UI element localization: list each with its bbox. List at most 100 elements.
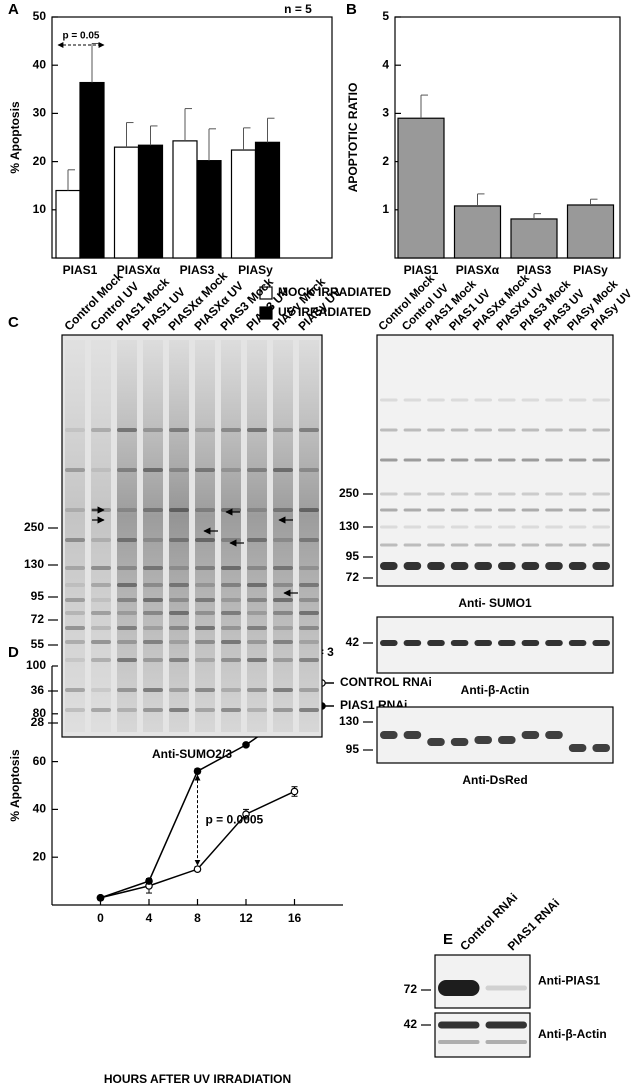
marker-label: 95 — [31, 589, 45, 603]
blot-band — [117, 566, 137, 570]
legend-swatch — [259, 306, 273, 320]
blot-band — [380, 543, 398, 547]
blot-band — [143, 566, 163, 570]
blot-band — [143, 708, 163, 712]
blot-band — [592, 744, 610, 752]
blot-band — [498, 492, 516, 496]
blot-band — [195, 640, 215, 644]
blot-band — [450, 640, 469, 646]
blot-band — [221, 428, 241, 432]
blot-band — [169, 598, 189, 602]
y-tick-label: 20 — [33, 849, 47, 863]
blot-band — [427, 562, 445, 570]
legend-swatch — [259, 286, 273, 300]
blot-band — [195, 583, 215, 587]
blot-band — [91, 611, 111, 615]
marker-label: 42 — [346, 635, 360, 649]
blot-band — [65, 468, 85, 472]
blot-band — [169, 468, 189, 472]
blot-band — [521, 492, 540, 496]
blot-band — [221, 640, 241, 644]
blot-band — [450, 398, 469, 402]
blot-band — [521, 640, 540, 646]
blot-band — [592, 543, 610, 547]
legend-label: CONTROL RNAi — [340, 675, 432, 689]
annotation: n = 5 — [284, 2, 312, 16]
blot-band — [247, 640, 267, 644]
marker-label: 36 — [31, 683, 45, 697]
blot-band — [498, 640, 516, 646]
blot-band — [485, 1040, 527, 1044]
y-tick-label: 50 — [33, 9, 47, 23]
blot-band — [273, 508, 293, 512]
blot-band — [273, 428, 293, 432]
blot-band — [450, 428, 469, 432]
blot — [434, 1012, 531, 1058]
blot-band — [545, 562, 563, 570]
blot-band — [427, 508, 445, 512]
data-point — [145, 877, 153, 885]
bar — [453, 205, 502, 259]
y-tick-label: 60 — [33, 754, 47, 768]
blot-band — [65, 640, 85, 644]
x-tick-label: PIASy — [238, 263, 273, 277]
blot-band — [195, 566, 215, 570]
blot-band — [568, 640, 587, 646]
legend-label: MOCK IRRADIATED — [278, 285, 391, 299]
blot-band — [545, 731, 563, 739]
blot-band — [143, 626, 163, 630]
y-tick-label: 100 — [26, 658, 46, 672]
blot-band — [299, 508, 319, 512]
blot-band — [65, 428, 85, 432]
blot-band — [247, 583, 267, 587]
y-axis-title: % Apoptosis — [8, 749, 22, 822]
blot-band — [65, 508, 85, 512]
legend-label: UV IRRADIATED — [278, 305, 371, 319]
blot-band — [221, 538, 241, 542]
blot-band — [450, 562, 469, 570]
blot-band — [117, 640, 137, 644]
data-point — [242, 741, 250, 749]
y-tick-label: 20 — [33, 154, 47, 168]
blot-band — [143, 611, 163, 615]
blot-band — [273, 708, 293, 712]
blot-band — [247, 626, 267, 630]
blot-band — [380, 398, 398, 402]
blot-smear — [143, 340, 163, 732]
blot-band — [545, 492, 563, 496]
panel-label: C — [8, 314, 19, 331]
blot-band — [143, 428, 163, 432]
p-value: p = 0.0005 — [206, 812, 264, 826]
plot-frame — [394, 16, 621, 259]
blot-band — [169, 658, 189, 662]
blot-band — [592, 508, 610, 512]
panel-label: E — [443, 931, 453, 948]
blot-band — [299, 688, 319, 692]
marker-label: 130 — [339, 519, 359, 533]
blot-band — [221, 688, 241, 692]
blot-band — [273, 658, 293, 662]
blot-band — [221, 598, 241, 602]
blot-band — [521, 508, 540, 512]
x-tick-label: PIASXα — [117, 263, 161, 277]
bar — [510, 218, 558, 259]
blot-band — [592, 562, 610, 570]
blot-band — [592, 428, 610, 432]
blot-band — [143, 583, 163, 587]
blot-band — [380, 562, 398, 570]
blot-band — [438, 1040, 480, 1044]
blot-band — [474, 428, 492, 432]
blot-band — [247, 658, 267, 662]
marker-label: 250 — [24, 520, 44, 534]
blot-band — [247, 508, 267, 512]
blot-caption: Anti-DsRed — [462, 773, 527, 787]
blot-band — [474, 525, 492, 529]
blot-band — [498, 525, 516, 529]
y-tick-label: 10 — [33, 202, 47, 216]
blot-band — [592, 525, 610, 529]
blot-band — [195, 468, 215, 472]
blot-band — [485, 985, 527, 991]
blot-band — [299, 611, 319, 615]
blot-band — [568, 398, 587, 402]
